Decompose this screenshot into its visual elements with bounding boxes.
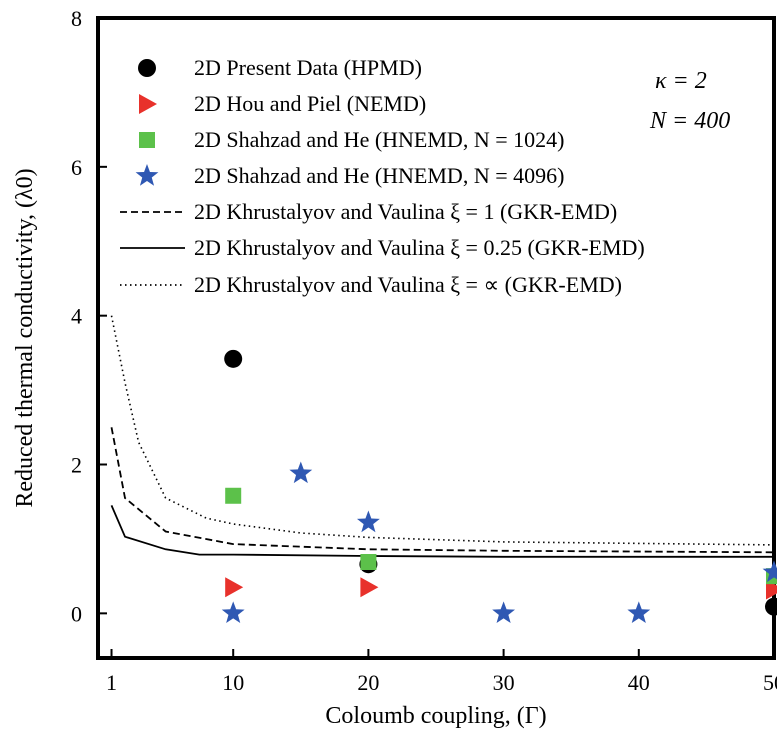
x-tick-label-3: 30 [493,670,515,695]
legend-label-0: 2D Present Data (HPMD) [194,55,422,80]
point-2-0 [225,487,242,504]
x-tick-label-4: 40 [628,670,650,695]
point-1-0 [225,577,244,598]
legend-label-6: 2D Khrustalyov and Vaulina ξ = ∝ (GKR-EM… [194,272,622,297]
point-1-2 [766,579,777,600]
x-tick-label-0: 1 [106,670,117,695]
legend: 2D Present Data (HPMD) 2D Hou and Piel (N… [120,55,645,297]
series-line-4 [110,427,775,554]
point-0-2 [765,597,777,616]
point-0-0 [224,349,243,368]
legend-label-1: 2D Hou and Piel (NEMD) [194,91,426,116]
point-3-2 [356,510,380,533]
annotation-kappa: κ = 2 [655,68,707,94]
y-tick-label-3: 6 [71,155,82,180]
legend-marker-1 [139,94,157,114]
legend-marker-2 [139,132,155,148]
axis-ticks: 1 10 20 30 40 50 0 2 4 6 8 [71,6,777,695]
legend-label-5: 2D Khrustalyov and Vaulina ξ = 0.25 (GKR… [194,235,645,260]
point-1-1 [360,577,379,598]
plot-frame [96,16,776,660]
legend-marker-3 [135,164,159,186]
point-3-5 [762,560,777,583]
x-tick-label-2: 20 [357,670,379,695]
point-3-1 [289,461,313,484]
point-2-1 [360,554,377,570]
y-axis-title: Reduced thermal conductivity, (λ0) [12,168,38,507]
scatter-points [221,349,777,624]
x-tick-label-5: 50 [763,670,777,695]
x-tick-label-1: 10 [222,670,244,695]
line-series [110,315,775,558]
y-tick-label-1: 2 [71,453,82,478]
legend-marker-0 [138,59,156,77]
y-tick-label-4: 8 [71,6,82,31]
annotation-n: N = 400 [649,108,730,134]
legend-label-4: 2D Khrustalyov and Vaulina ξ = 1 (GKR-EM… [194,199,617,224]
x-axis-title: Coloumb coupling, (Γ) [325,703,546,729]
legend-label-3: 2D Shahzad and He (HNEMD, N = 4096) [194,163,564,188]
y-tick-label-2: 4 [71,304,82,329]
y-tick-label-0: 0 [71,601,82,626]
series-line-5 [110,505,774,558]
series-line-6 [110,315,775,546]
point-3-0 [221,601,245,624]
point-3-4 [627,601,651,624]
point-3-3 [492,601,516,624]
legend-label-2: 2D Shahzad and He (HNEMD, N = 1024) [194,127,564,152]
